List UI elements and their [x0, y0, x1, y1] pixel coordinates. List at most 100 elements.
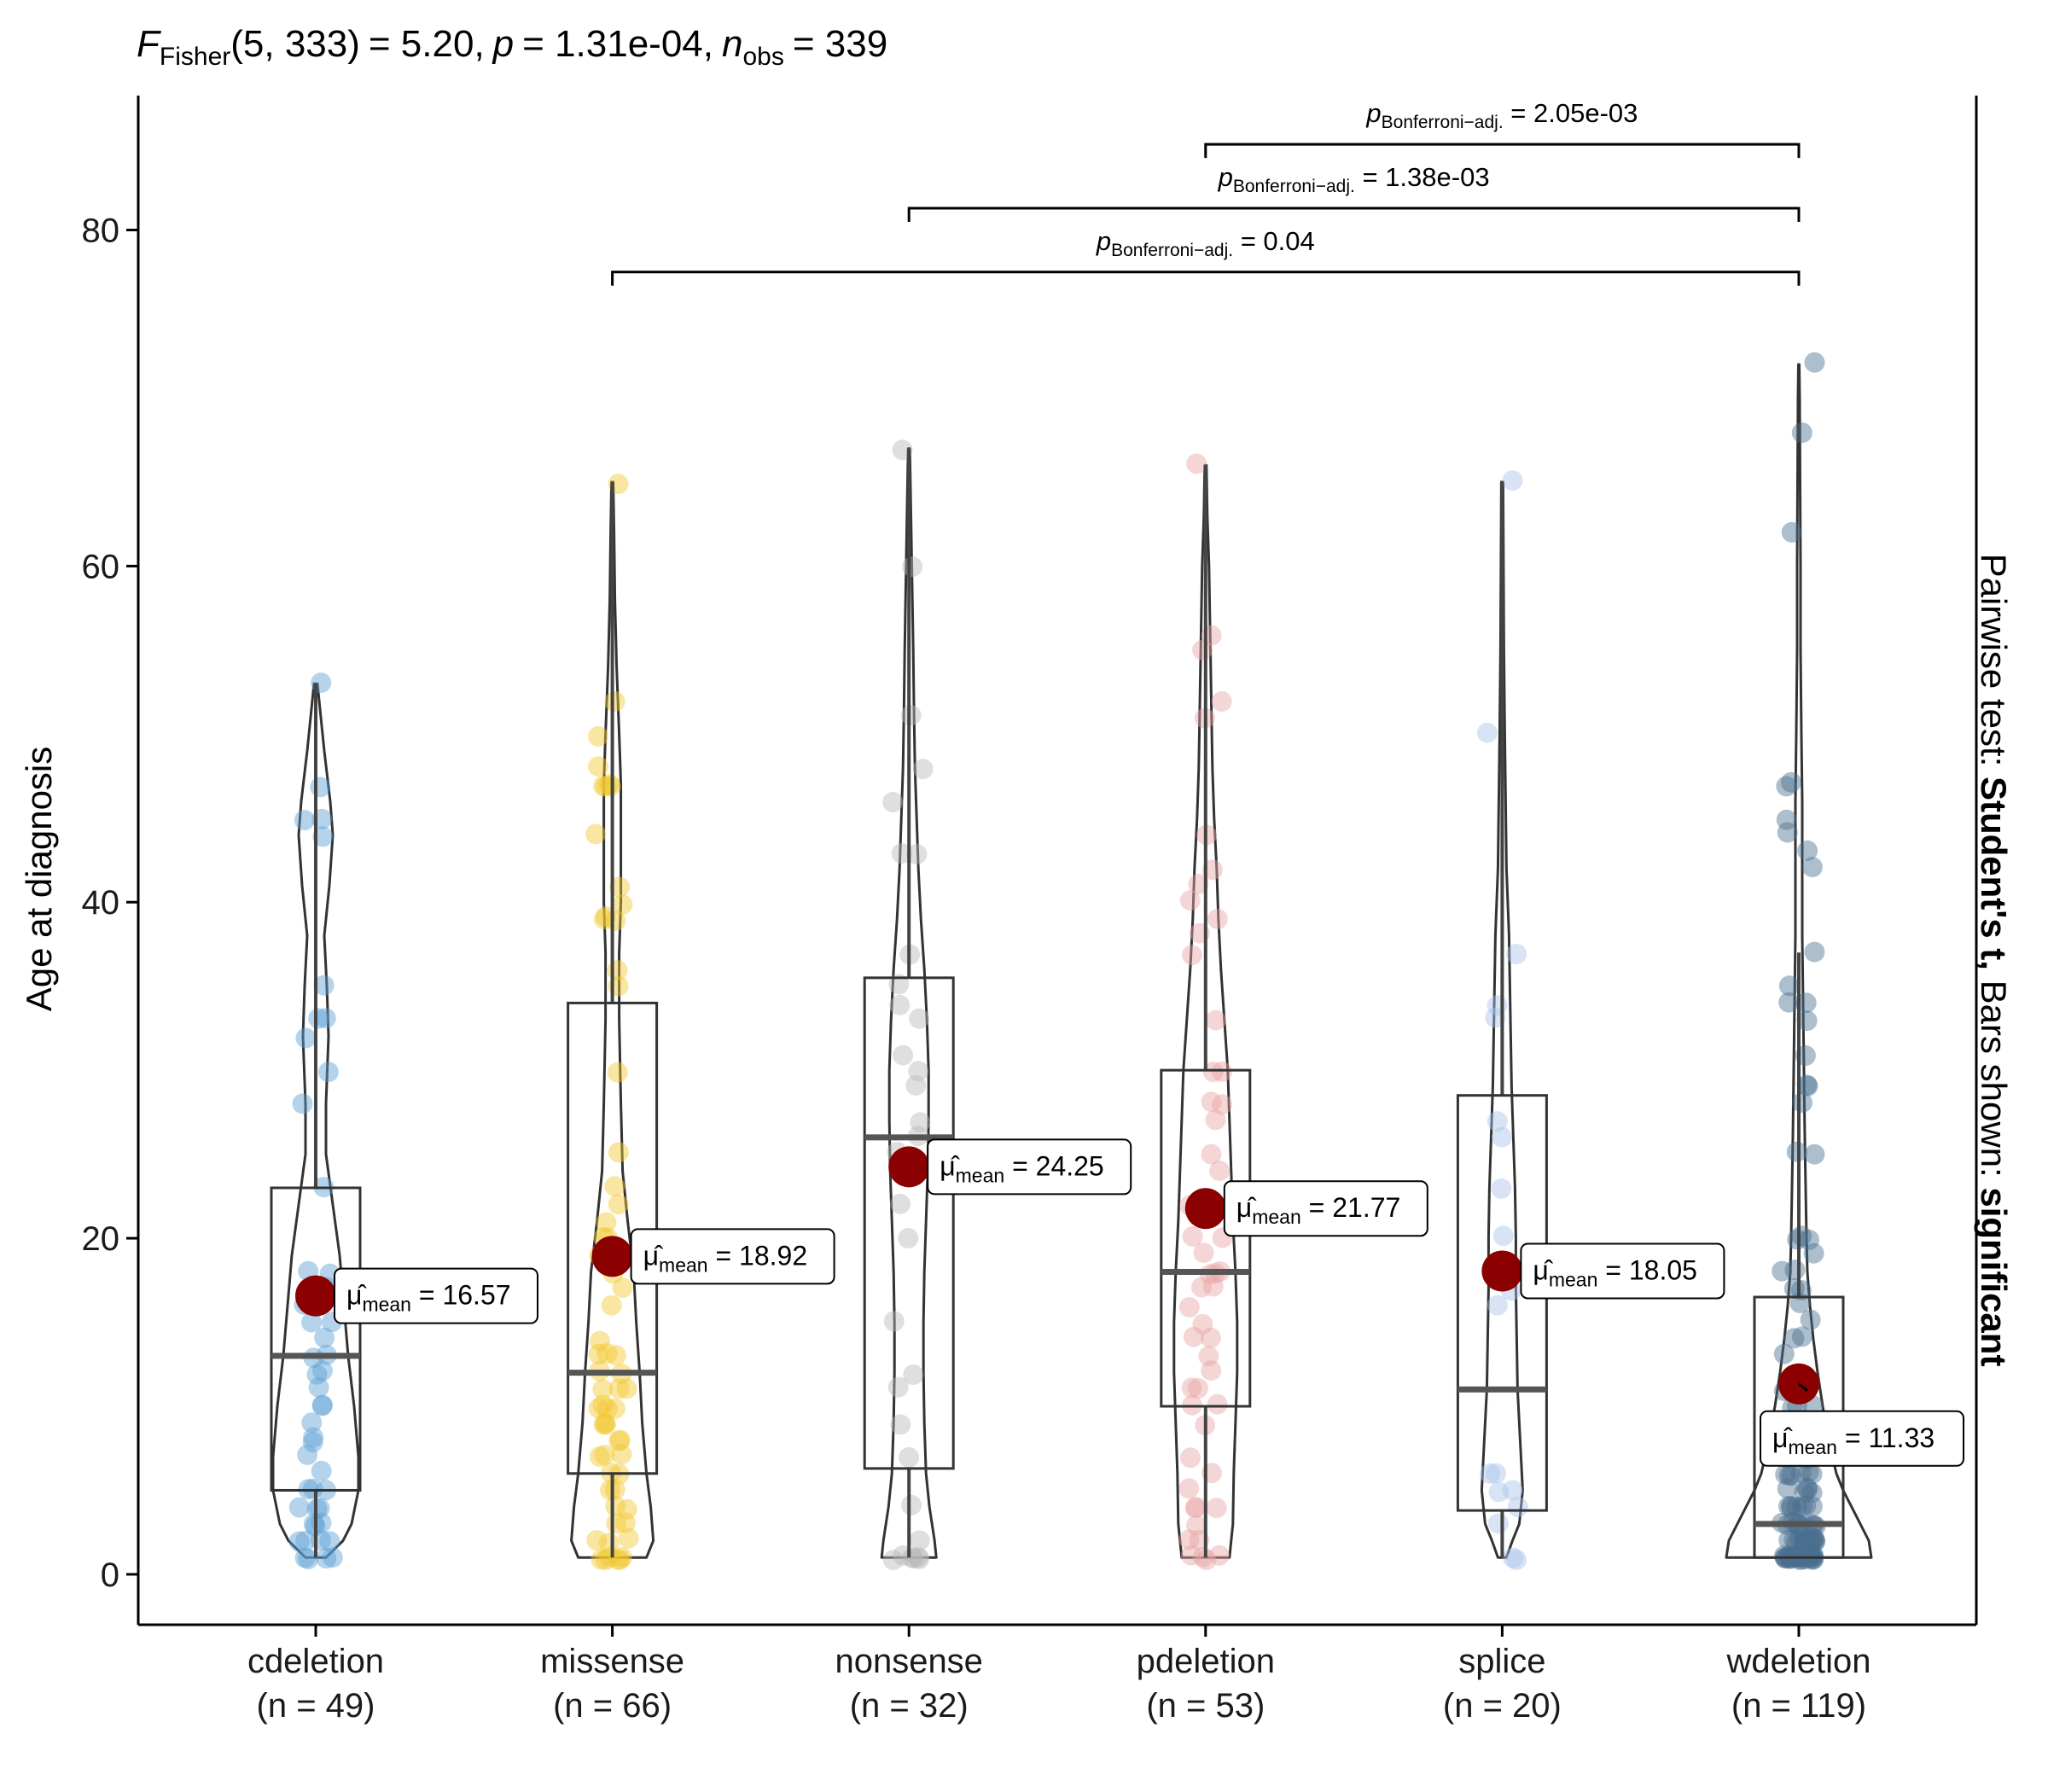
data-point-splice [1480, 1463, 1501, 1484]
data-point-missense [604, 691, 625, 713]
data-point-wdeletion [1790, 1463, 1812, 1484]
mean-point-splice [1481, 1250, 1523, 1292]
title-n-value: = 339 [793, 23, 887, 65]
data-point-wdeletion [1789, 1528, 1810, 1550]
data-point-wdeletion [1779, 1545, 1801, 1566]
data-point-wdeletion [1802, 1545, 1824, 1567]
mean-label-box [630, 1228, 835, 1285]
title-n-symbol: n [722, 23, 742, 65]
data-point-wdeletion [1777, 822, 1798, 843]
data-point-nonsense [908, 1061, 929, 1082]
data-point-cdeletion [316, 1548, 337, 1569]
p-sub: Bonferroni−adj. [1382, 113, 1504, 132]
data-point-nonsense [890, 1193, 911, 1214]
data-point-missense [595, 1550, 616, 1570]
comparison-pdeletion-wdeletion: pBonferroni−adj. = 2.05e-03 [1204, 98, 1801, 159]
mean-label-box [1760, 1410, 1964, 1467]
data-point-wdeletion [1797, 840, 1818, 861]
data-point-wdeletion [1800, 1545, 1821, 1566]
data-point-splice [1487, 1513, 1509, 1534]
comparison-missense-wdeletion: pBonferroni−adj. = 0.04 [611, 226, 1801, 286]
data-point-pdeletion [1181, 945, 1202, 966]
data-point-wdeletion [1804, 941, 1825, 963]
data-point-pdeletion [1188, 874, 1209, 895]
data-point-missense [588, 756, 609, 777]
data-point-wdeletion [1778, 1464, 1800, 1486]
data-point-pdeletion [1202, 1276, 1224, 1297]
y-ticks: 0 20 40 60 80 [82, 212, 138, 1594]
data-point-cdeletion [322, 1547, 343, 1568]
data-point-wdeletion [1799, 1230, 1819, 1250]
data-point-cdeletion [314, 1327, 335, 1348]
data-point-wdeletion [1795, 1531, 1817, 1552]
x-tick-count-pdeletion: (n = 53) [1146, 1687, 1265, 1725]
data-point-missense [585, 823, 606, 845]
data-point-nonsense [910, 1112, 931, 1133]
boxplot-cdeletion [270, 684, 362, 1558]
data-point-pdeletion [1201, 1143, 1222, 1165]
data-point-wdeletion [1774, 1545, 1795, 1566]
data-point-wdeletion [1805, 1531, 1826, 1552]
data-point-cdeletion [315, 1008, 336, 1029]
x-tick-count-wdeletion: (n = 119) [1731, 1687, 1866, 1725]
boxplot-pdeletion [1160, 465, 1252, 1558]
data-point-cdeletion [288, 1531, 310, 1552]
x-tick-label-splice: splice [1458, 1643, 1545, 1680]
mean-sub: mean [1549, 1268, 1598, 1290]
data-point-cdeletion [295, 1530, 317, 1551]
data-point-wdeletion [1804, 1528, 1825, 1550]
data-point-wdeletion [1800, 1309, 1821, 1330]
data-point-missense [612, 1547, 632, 1568]
data-point-wdeletion [1797, 1075, 1818, 1097]
data-point-cdeletion [294, 1547, 316, 1568]
data-point-missense [588, 725, 608, 747]
mean-value: = 11.33 [1837, 1423, 1935, 1453]
mean-value: = 24.25 [1004, 1150, 1104, 1181]
data-point-pdeletion [1193, 1242, 1214, 1264]
chart-title: FFisher(5, 333) = 5.20, p = 1.31e-04, nobs = … [137, 23, 887, 71]
data-point-nonsense [883, 1311, 905, 1332]
data-point-nonsense [912, 759, 934, 780]
caption-middle: Bars shown: [1974, 970, 2014, 1187]
data-point-cdeletion [311, 1395, 333, 1417]
data-point-missense [596, 1212, 617, 1233]
data-point-cdeletion [312, 826, 334, 847]
data-point-cdeletion [297, 1444, 318, 1465]
violin-splice [1480, 480, 1524, 1559]
data-point-cdeletion [308, 1376, 329, 1398]
data-point-cdeletion [303, 1427, 324, 1448]
data-point-wdeletion [1797, 1545, 1818, 1566]
y-tick-label: 0 [101, 1556, 119, 1594]
data-point-pdeletion [1182, 1226, 1203, 1247]
data-point-splice [1502, 1480, 1523, 1501]
data-point-pdeletion [1186, 1515, 1207, 1536]
data-point-missense [596, 1398, 618, 1419]
mean-value: = 18.05 [1597, 1254, 1697, 1285]
data-point-cdeletion [288, 1497, 310, 1518]
box-iqr [1160, 1068, 1252, 1408]
data-point-splice [1487, 1111, 1508, 1132]
data-point-missense [616, 1498, 637, 1520]
data-point-wdeletion [1795, 1549, 1816, 1570]
data-point-wdeletion [1801, 857, 1823, 878]
mean-sub: mean [1788, 1436, 1837, 1458]
box-iqr [1456, 1094, 1548, 1512]
comparison-bracket [611, 271, 1801, 286]
data-point-splice [1502, 470, 1523, 492]
mean-sub: mean [956, 1164, 1005, 1186]
data-point-missense [609, 1550, 631, 1571]
data-point-wdeletion [1776, 809, 1797, 830]
data-point-pdeletion [1198, 1346, 1219, 1367]
data-point-missense [593, 909, 614, 930]
data-point-splice [1491, 1178, 1512, 1199]
data-point-nonsense [908, 1546, 929, 1568]
data-point-cdeletion [292, 1093, 313, 1114]
data-point-missense [615, 1512, 636, 1533]
mean-point-missense [591, 1236, 633, 1277]
data-point-wdeletion [1803, 1527, 1824, 1549]
data-point-nonsense [889, 994, 911, 1015]
data-point-wdeletion [1783, 1328, 1805, 1349]
data-point-pdeletion [1187, 1377, 1208, 1399]
data-point-wdeletion [1790, 1279, 1812, 1300]
data-point-wdeletion [1778, 992, 1800, 1013]
